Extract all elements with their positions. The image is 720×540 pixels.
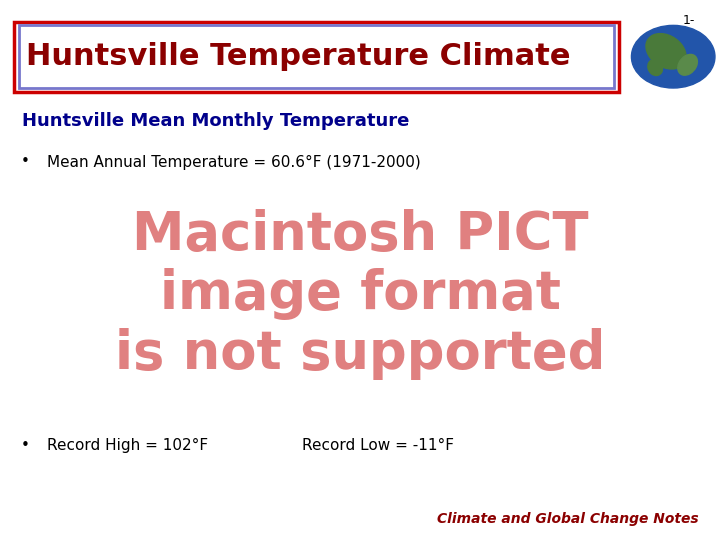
- Text: is not supported: is not supported: [114, 328, 606, 380]
- Ellipse shape: [678, 55, 698, 75]
- Text: Macintosh PICT: Macintosh PICT: [132, 209, 588, 261]
- FancyBboxPatch shape: [14, 22, 619, 92]
- Text: Huntsville Temperature Climate: Huntsville Temperature Climate: [27, 42, 571, 71]
- Text: image format: image format: [160, 268, 560, 320]
- Text: Huntsville Mean Monthly Temperature: Huntsville Mean Monthly Temperature: [22, 112, 409, 131]
- Text: •: •: [21, 154, 30, 170]
- Ellipse shape: [646, 33, 686, 69]
- Text: 1-: 1-: [683, 14, 695, 26]
- Text: Mean Annual Temperature = 60.6°F (1971-2000): Mean Annual Temperature = 60.6°F (1971-2…: [47, 154, 420, 170]
- FancyBboxPatch shape: [19, 25, 614, 88]
- Ellipse shape: [648, 59, 662, 76]
- Circle shape: [631, 25, 715, 88]
- Text: •: •: [21, 438, 30, 453]
- Text: Record Low = -11°F: Record Low = -11°F: [302, 438, 454, 453]
- Text: Record High = 102°F: Record High = 102°F: [47, 438, 208, 453]
- Text: Climate and Global Change Notes: Climate and Global Change Notes: [437, 512, 698, 526]
